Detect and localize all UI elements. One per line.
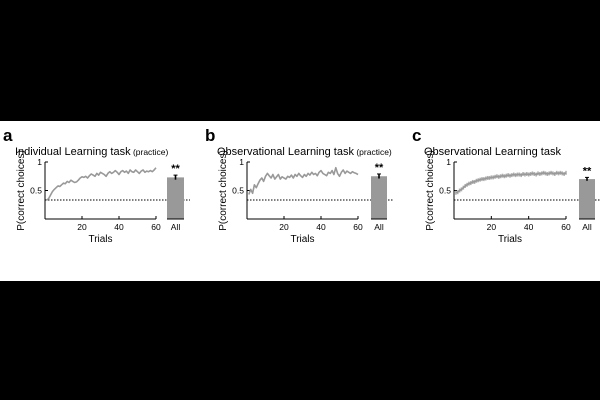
bar-all	[167, 177, 184, 219]
x-tick-label: 20	[77, 222, 87, 232]
learning-curve-line	[455, 171, 567, 194]
bar-category-label: All	[582, 222, 592, 232]
x-tick-label: 40	[114, 222, 124, 232]
x-axis-label: Trials	[88, 234, 112, 245]
bar-category-label: All	[374, 222, 384, 232]
significance-stars: **	[375, 162, 384, 174]
bar-all	[371, 176, 387, 219]
learning-curve-line	[46, 167, 157, 201]
x-tick-label: 60	[151, 222, 161, 232]
bar-category-label: All	[171, 222, 181, 232]
y-tick-label: 0.5	[232, 186, 244, 196]
y-axis-label: P(correct choices)	[218, 150, 229, 231]
x-tick-label: 60	[353, 222, 363, 232]
significance-stars: **	[583, 165, 592, 177]
x-tick-label: 60	[561, 222, 571, 232]
x-tick-label: 40	[524, 222, 534, 232]
figure-canvas: a Individual Learning task (practice) P(co…	[0, 121, 600, 281]
panel-title: Observational Learning task (practice)	[217, 146, 392, 158]
x-axis-label: Trials	[290, 234, 314, 245]
x-axis-label: Trials	[498, 234, 522, 245]
panel-letter-c: c	[412, 126, 421, 145]
x-tick-label: 20	[487, 222, 497, 232]
learning-curve-line	[248, 166, 359, 195]
x-tick-label: 20	[279, 222, 289, 232]
panel-title: Observational Learning task	[424, 146, 561, 158]
y-axis-label: P(correct choices)	[16, 150, 27, 231]
panel-letter-b: b	[205, 126, 215, 145]
y-tick-label: 1	[446, 157, 451, 167]
panel-letter-a: a	[3, 126, 13, 145]
y-tick-label: 0.5	[439, 186, 451, 196]
y-tick-label: 1	[37, 157, 42, 167]
y-tick-label: 1	[239, 157, 244, 167]
y-tick-label: 0.5	[30, 186, 42, 196]
x-tick-label: 40	[316, 222, 326, 232]
bar-all	[579, 179, 595, 219]
y-axis-label: P(correct choices)	[425, 150, 436, 231]
significance-stars: **	[171, 163, 180, 175]
panel-title: Individual Learning task (practice)	[15, 146, 169, 158]
